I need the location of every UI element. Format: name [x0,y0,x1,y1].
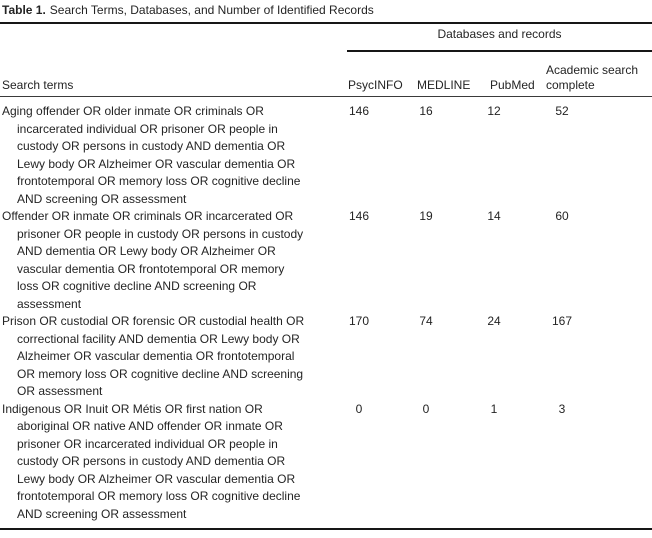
psycinfo-count: 146 [348,104,370,118]
search-term-cell: Offender OR inmate OR criminals OR incar… [2,209,304,311]
psycinfo-count: 170 [348,314,370,328]
table-row: Prison OR custodial OR forensic OR custo… [0,313,652,401]
spanner-heading: Databases and records [437,27,562,41]
spanner-rule [347,50,652,52]
academic-search-complete-count: 52 [555,104,569,118]
column-header-academic-search-complete: Academic search complete [546,63,639,92]
academic-search-complete-count: 3 [558,401,566,416]
column-header-psycinfo: PsycINFO [348,78,403,92]
column-header-pubmed: PubMed [490,78,535,92]
pubmed-count: 24 [487,314,501,328]
pubmed-count: 1 [490,401,498,416]
medline-count: 19 [419,209,433,223]
psycinfo-count: 146 [348,209,370,223]
pubmed-count: 12 [487,104,501,118]
academic-search-complete-count: 60 [555,209,569,223]
table-caption-title: Search Terms, Databases, and Number of I… [49,3,374,17]
table-caption: Table 1. Search Terms, Databases, and Num… [2,3,652,17]
search-term-cell: Prison OR custodial OR forensic OR custo… [2,314,305,398]
psycinfo-count: 0 [355,401,363,416]
column-header-medline: MEDLINE [417,78,471,92]
table-row: Aging offender OR older inmate OR crimin… [0,103,652,208]
table-row: Indigenous OR Inuit OR Métis OR first na… [0,401,652,524]
medline-count: 74 [419,314,433,328]
academic-search-complete-count: 167 [551,314,573,328]
medline-count: 16 [419,104,433,118]
table-caption-number: Table 1. [2,3,46,17]
column-header-search-terms: Search terms [2,78,74,92]
search-term-cell: Indigenous OR Inuit OR Métis OR first na… [2,401,301,521]
table-row: Offender OR inmate OR criminals OR incar… [0,208,652,313]
table-body: Aging offender OR older inmate OR crimin… [0,97,652,530]
search-term-cell: Aging offender OR older inmate OR crimin… [2,104,301,206]
medline-count: 0 [422,401,430,416]
pubmed-count: 14 [487,209,501,223]
table-header: Databases and records Search terms PsycI… [0,22,652,97]
